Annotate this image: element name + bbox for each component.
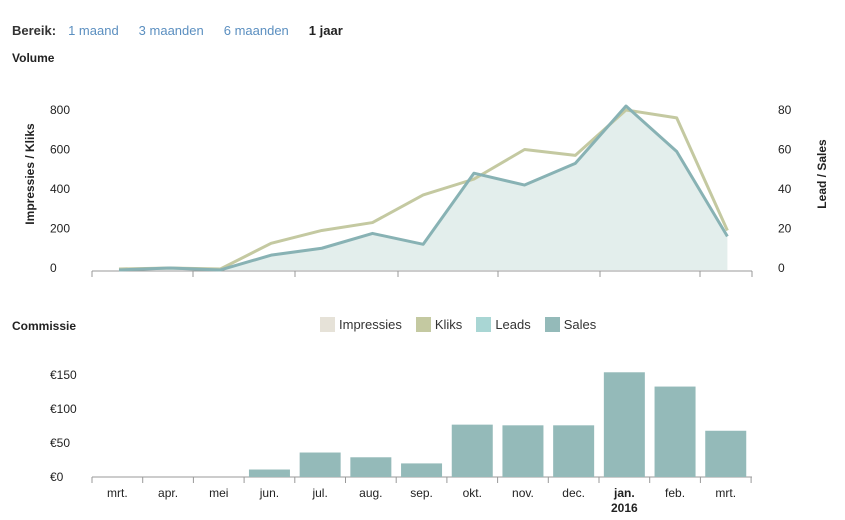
volume-y2-tick-label: 60 (778, 143, 792, 157)
range-label: Bereik: (12, 23, 57, 38)
commissie-x-tick-label: jul. (311, 486, 327, 500)
commissie-title: Commissie (12, 319, 77, 333)
legend-swatch-leads (476, 317, 492, 332)
commissie-x-tick-label: dec. (562, 486, 585, 500)
commissie-x-tick-label: mei (209, 486, 228, 500)
range-option-6-months[interactable]: 6 maanden (223, 23, 289, 38)
volume-y2-tick-label: 20 (778, 222, 792, 236)
commissie-bar (350, 457, 392, 477)
commissie-x-tick-label: nov. (512, 486, 534, 500)
legend-swatch-kliks (415, 317, 431, 332)
legend-swatch-impressies (320, 317, 335, 332)
volume-y2-tick-label: 40 (778, 182, 792, 196)
legend-item-sales[interactable]: Sales (544, 317, 597, 332)
commissie-chart: €150 €100 €50 €0 mrt. apr. mei jun. jul. aug. sep.… (50, 368, 752, 515)
commissie-x-tick-label: okt. (463, 486, 482, 500)
legend-swatch-sales (544, 317, 560, 332)
legend-item-kliks[interactable]: Kliks (415, 317, 463, 332)
commissie-bar (654, 386, 696, 477)
sales-line (118, 104, 729, 272)
range-option-1-year[interactable]: 1 jaar (308, 23, 343, 38)
range-selector: Bereik: 1 maand 3 maanden 6 maanden 1 ja… (12, 23, 363, 38)
volume-y-tick-label: 600 (50, 143, 70, 157)
volume-y2-axis-title: Lead / Sales (815, 139, 829, 209)
commissie-y-tick-label: €0 (50, 470, 64, 484)
commissie-x-tick-label: aug. (359, 486, 382, 500)
commissie-x-tick-sublabel: 2016 (611, 501, 638, 515)
commissie-bar (248, 469, 290, 477)
legend-label-impressies: Impressies (339, 317, 402, 332)
legend-label-leads: Leads (495, 317, 531, 332)
legend-label-sales: Sales (563, 317, 597, 332)
commissie-x-tick-label: jun. (259, 486, 279, 500)
volume-y-tick-label: 200 (50, 222, 70, 236)
volume-y-tick-label: 400 (50, 182, 70, 196)
volume-y2-tick-label: 0 (778, 261, 785, 275)
commissie-bar (451, 424, 493, 477)
volume-y2-tick-label: 80 (778, 103, 792, 117)
range-option-3-months[interactable]: 3 maanden (138, 23, 204, 38)
legend-item-leads[interactable]: Leads (476, 317, 531, 332)
legend-item-impressies[interactable]: Impressies (320, 317, 402, 332)
range-option-1-month[interactable]: 1 maand (68, 23, 119, 38)
commissie-y-tick-label: €150 (50, 368, 77, 382)
commissie-bar (603, 372, 645, 477)
commissie-x-tick-label: mrt. (715, 486, 736, 500)
commissie-x-tick-label: sep. (410, 486, 433, 500)
commissie-x-tick-label: jan. (613, 486, 635, 500)
commissie-bar (705, 430, 747, 477)
volume-y-tick-label: 0 (50, 261, 57, 275)
volume-y-tick-label: 800 (50, 103, 70, 117)
commissie-y-tick-label: €100 (50, 402, 77, 416)
legend: Impressies Kliks Leads Sales (320, 317, 610, 332)
volume-y-axis-title: Impressies / Kliks (23, 123, 37, 225)
commissie-bar (401, 463, 443, 477)
commissie-y-tick-label: €50 (50, 436, 70, 450)
commissie-x-tick-label: mrt. (107, 486, 128, 500)
commissie-bar (553, 425, 595, 477)
volume-title: Volume (12, 51, 55, 65)
commissie-bar (299, 452, 341, 477)
commissie-bar (502, 425, 544, 477)
commissie-x-tick-label: apr. (158, 486, 178, 500)
sales-area (119, 106, 728, 270)
legend-label-kliks: Kliks (434, 317, 463, 332)
commissie-x-tick-label: feb. (665, 486, 685, 500)
